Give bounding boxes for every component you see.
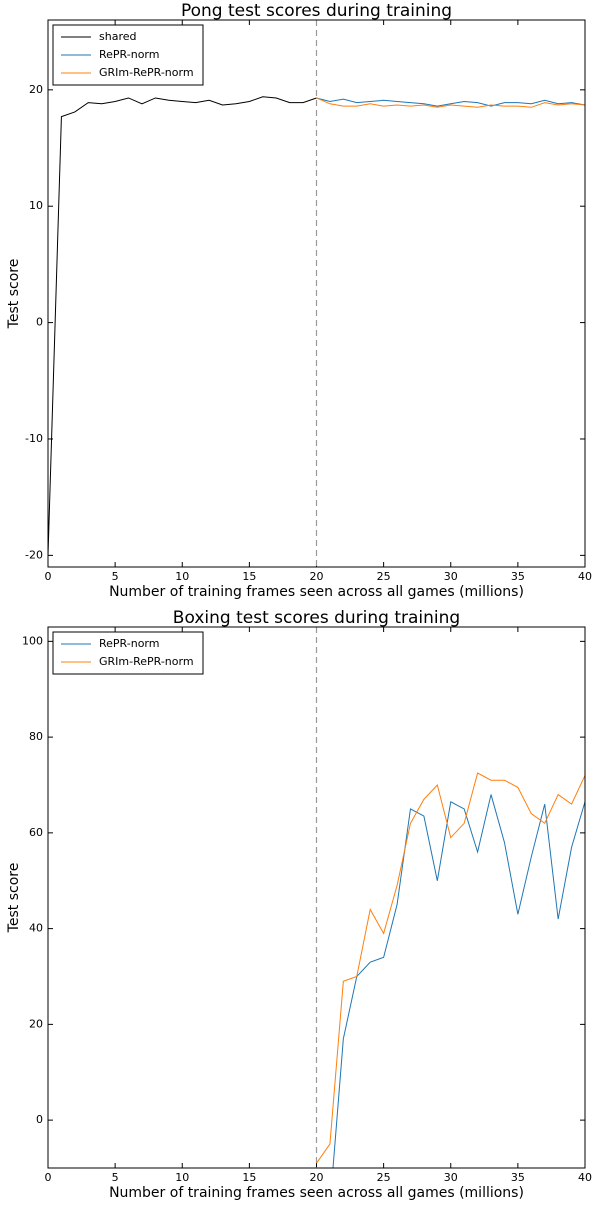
x-tick-label: 25 — [377, 570, 391, 583]
legend-label: shared — [99, 30, 136, 43]
legend-label: RePR-norm — [99, 48, 159, 61]
series-line — [316, 772, 585, 1164]
y-tick-label: 0 — [36, 1113, 43, 1126]
x-tick-label: 10 — [175, 1171, 189, 1184]
y-tick-label: 60 — [29, 826, 43, 839]
chart-title: Boxing test scores during training — [173, 608, 460, 628]
x-axis-label: Number of training frames seen across al… — [109, 1185, 524, 1201]
x-tick-label: 40 — [578, 1171, 592, 1184]
x-tick-label: 10 — [175, 570, 189, 583]
legend-label: GRIm-RePR-norm — [99, 655, 194, 668]
legend-box — [52, 631, 204, 675]
x-tick-label: 15 — [242, 1171, 256, 1184]
y-tick-label: 0 — [36, 316, 43, 329]
y-tick-label: 80 — [29, 730, 43, 743]
plot-frame — [47, 19, 586, 568]
y-tick-label: 40 — [29, 922, 43, 935]
y-tick-label: 10 — [29, 199, 43, 212]
x-tick-label: 0 — [45, 1171, 52, 1184]
x-tick-label: 35 — [511, 570, 525, 583]
legend-label: RePR-norm — [99, 637, 159, 650]
x-tick-label: 35 — [511, 1171, 525, 1184]
x-tick-label: 30 — [444, 1171, 458, 1184]
plot-frame — [47, 626, 586, 1169]
x-tick-label: 0 — [45, 570, 52, 583]
x-axis-label: Number of training frames seen across al… — [109, 584, 524, 600]
x-tick-label: 5 — [112, 570, 119, 583]
series-line — [316, 97, 585, 107]
x-tick-label: 25 — [377, 1171, 391, 1184]
y-tick-label: 20 — [29, 83, 43, 96]
y-tick-label: -10 — [25, 432, 43, 445]
x-tick-label: 20 — [310, 1171, 324, 1184]
x-tick-label: 20 — [310, 570, 324, 583]
x-tick-label: 15 — [242, 570, 256, 583]
x-tick-label: 40 — [578, 570, 592, 583]
legend-label: GRIm-RePR-norm — [99, 66, 194, 79]
series-line — [316, 97, 585, 108]
y-tick-label: 20 — [29, 1017, 43, 1030]
y-axis-label: Test score — [6, 863, 22, 934]
series-line — [48, 96, 317, 556]
series-line — [332, 794, 585, 1168]
chart-title: Pong test scores during training — [181, 1, 452, 21]
x-tick-label: 30 — [444, 570, 458, 583]
y-tick-label: 100 — [22, 634, 43, 647]
x-tick-label: 5 — [112, 1171, 119, 1184]
y-tick-label: -20 — [25, 548, 43, 561]
y-axis-label: Test score — [6, 259, 22, 330]
